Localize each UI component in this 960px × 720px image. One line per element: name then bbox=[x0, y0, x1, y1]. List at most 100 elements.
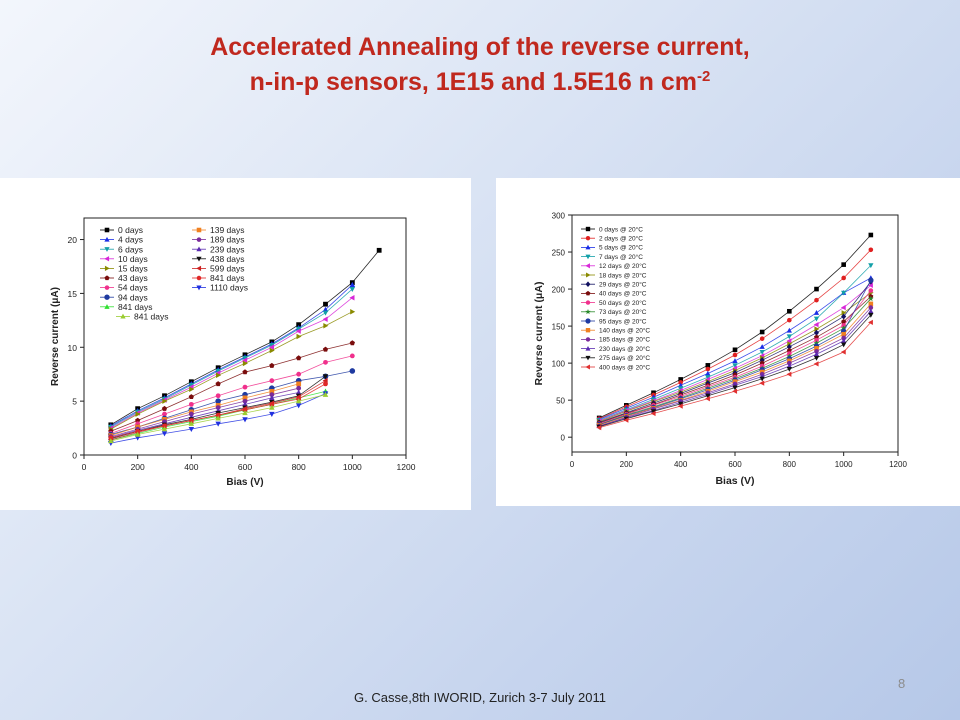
series-14 bbox=[596, 312, 874, 430]
data-point bbox=[868, 288, 874, 293]
data-point bbox=[188, 394, 194, 400]
legend-marker bbox=[585, 318, 591, 324]
data-point bbox=[813, 361, 819, 367]
series-6 bbox=[108, 353, 355, 436]
data-point bbox=[215, 398, 221, 404]
legend-marker bbox=[104, 294, 110, 300]
legend-label: 841 days bbox=[118, 302, 153, 312]
data-point bbox=[161, 405, 168, 411]
data-point bbox=[840, 349, 846, 355]
legend-label: 10 days bbox=[118, 254, 148, 264]
legend-marker bbox=[196, 256, 202, 262]
data-point bbox=[759, 376, 765, 382]
legend-label: 400 days @ 20°C bbox=[599, 363, 650, 371]
data-point bbox=[322, 306, 329, 312]
data-point bbox=[242, 357, 248, 363]
x-tick-label: 800 bbox=[292, 462, 306, 472]
data-point bbox=[161, 426, 168, 432]
legend-marker bbox=[196, 265, 202, 272]
slide-title-line1: Accelerated Annealing of the reverse cur… bbox=[210, 33, 750, 61]
x-axis-label: Bias (V) bbox=[715, 475, 754, 487]
right-chart: 0 200 400 600 800 1000 1200 0 50 100 150 200 250 300 B… bbox=[533, 212, 907, 488]
x-tick-label: 0 bbox=[570, 460, 575, 469]
data-point bbox=[322, 316, 328, 323]
data-point bbox=[295, 389, 302, 395]
data-point bbox=[188, 426, 195, 433]
data-point bbox=[868, 282, 873, 289]
data-point bbox=[814, 297, 819, 303]
data-point bbox=[787, 308, 792, 314]
data-point bbox=[269, 347, 275, 354]
data-point bbox=[678, 382, 684, 388]
data-point bbox=[215, 381, 221, 387]
legend-label: 1110 days bbox=[210, 283, 248, 293]
legend-marker bbox=[585, 263, 590, 269]
data-point bbox=[323, 381, 328, 387]
data-point bbox=[188, 420, 195, 426]
data-point bbox=[677, 403, 683, 409]
legend-marker bbox=[196, 246, 202, 252]
data-point bbox=[814, 348, 819, 354]
series-line bbox=[110, 387, 299, 438]
x-tick-label: 400 bbox=[184, 462, 198, 472]
data-point bbox=[813, 340, 820, 346]
data-point bbox=[868, 277, 874, 283]
data-point bbox=[813, 355, 820, 361]
data-point bbox=[759, 380, 765, 386]
data-point bbox=[841, 338, 847, 343]
data-point bbox=[242, 360, 248, 367]
data-point bbox=[269, 404, 275, 410]
legend-label: 4 days bbox=[118, 235, 143, 245]
legend-marker bbox=[585, 281, 591, 288]
legend-marker bbox=[196, 285, 202, 291]
data-point bbox=[732, 385, 738, 391]
legend-marker bbox=[104, 275, 110, 281]
data-point bbox=[705, 370, 711, 376]
data-point bbox=[296, 385, 302, 391]
legend-label: 230 days @ 20°C bbox=[599, 345, 650, 353]
data-point bbox=[786, 347, 792, 353]
data-point bbox=[323, 322, 329, 329]
data-point bbox=[813, 310, 820, 315]
legend-label: 50 days @ 20°C bbox=[599, 299, 647, 307]
data-point bbox=[868, 232, 874, 238]
data-point bbox=[269, 411, 275, 417]
y-tick-label: 15 bbox=[68, 289, 78, 299]
data-point bbox=[215, 415, 221, 421]
legend-label: 40 days @ 20°C bbox=[599, 290, 647, 298]
series-line bbox=[110, 392, 299, 439]
left-chart-panel: 0 200 400 600 800 1000 1200 0 5 10 15 20 Bias (V) Rev… bbox=[0, 178, 471, 510]
slide-title-line2: n-in-p sensors, 1E15 and 1.5E16 n cm-2 bbox=[0, 65, 960, 100]
legend-marker bbox=[585, 355, 591, 361]
data-point bbox=[868, 247, 874, 253]
data-point bbox=[242, 384, 248, 390]
data-point bbox=[596, 424, 602, 431]
x-tick-label: 400 bbox=[674, 460, 688, 469]
legend-label: 139 days bbox=[210, 225, 245, 235]
data-point bbox=[242, 401, 248, 407]
series-line bbox=[110, 370, 353, 435]
slide-title-superscript: -2 bbox=[697, 68, 711, 85]
legend: 0 days @ 20°C2 days @ 20°C5 days @ 20°C7… bbox=[581, 225, 650, 371]
series-5 bbox=[108, 340, 355, 434]
data-point bbox=[295, 328, 301, 334]
data-point bbox=[650, 410, 656, 417]
series-line bbox=[110, 355, 353, 434]
x-tick-label: 1000 bbox=[835, 460, 853, 469]
data-point bbox=[786, 338, 792, 344]
data-point bbox=[732, 347, 738, 353]
data-point bbox=[813, 321, 819, 328]
data-point bbox=[108, 435, 114, 441]
data-point bbox=[376, 247, 382, 253]
data-point bbox=[841, 275, 846, 281]
series-line bbox=[110, 288, 353, 428]
data-point bbox=[215, 405, 221, 410]
legend-label: 841 days bbox=[210, 273, 245, 283]
data-point bbox=[269, 389, 275, 394]
data-point bbox=[322, 346, 329, 352]
legend-marker bbox=[585, 290, 591, 296]
data-point bbox=[678, 386, 684, 392]
data-point bbox=[242, 355, 248, 361]
legend-marker bbox=[104, 285, 110, 290]
data-point bbox=[135, 411, 141, 417]
